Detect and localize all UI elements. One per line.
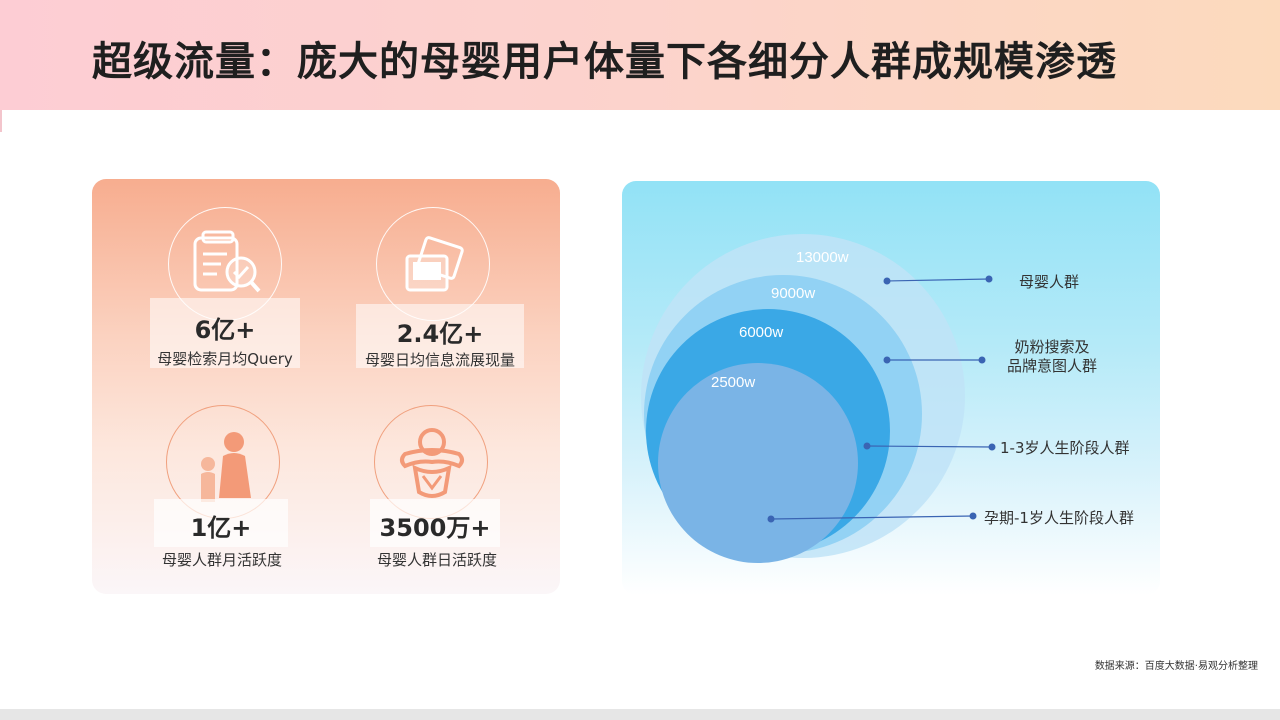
photos-icon bbox=[376, 207, 490, 321]
circle-value: 2500w bbox=[711, 374, 755, 391]
source-note: 数据来源：百度大数据·易观分析整理 bbox=[1094, 661, 1258, 672]
metric-value: 6亿+ bbox=[194, 316, 256, 344]
metric-value: 3500万+ bbox=[379, 514, 491, 542]
circle-2500w bbox=[658, 363, 858, 563]
metric-value: 1亿+ bbox=[190, 514, 252, 542]
circle-value: 13000w bbox=[796, 249, 849, 266]
circle-label: 奶粉搜索及 bbox=[1014, 338, 1089, 356]
metric-value: 2.4亿+ bbox=[396, 320, 484, 348]
circle-label: 母婴人群 bbox=[1019, 273, 1079, 291]
metric-label: 母婴人群日活跃度 bbox=[376, 551, 497, 569]
circle-label: 1-3岁人生阶段人群 bbox=[1000, 439, 1130, 457]
value-backdrop bbox=[150, 298, 300, 368]
audience-panel: 13000w 9000w 6000w 2500w 母婴人群 奶粉搜索及 品牌意图… bbox=[622, 181, 1160, 595]
value-backdrop bbox=[356, 304, 524, 368]
bottom-strip bbox=[0, 709, 1280, 720]
circle-label: 品牌意图人群 bbox=[1007, 357, 1097, 375]
circle-value: 6000w bbox=[739, 324, 783, 341]
mother-child-icon bbox=[166, 405, 280, 519]
value-backdrop bbox=[370, 499, 500, 547]
metrics-panel: 6亿+ 母婴检索月均Query 2.4亿+ 母婴日均信息流展现量 1亿+ 母婴 bbox=[92, 179, 560, 594]
metric-label: 母婴人群月活跃度 bbox=[161, 551, 282, 569]
metric-label: 母婴日均信息流展现量 bbox=[364, 351, 515, 369]
value-backdrop bbox=[154, 499, 288, 547]
connector-lines bbox=[767, 275, 996, 523]
metric-label: 母婴检索月均Query bbox=[157, 350, 293, 368]
circle-value: 9000w bbox=[771, 285, 815, 302]
title-bar: 超级流量：庞大的母婴用户体量下各细分人群成规模渗透 bbox=[0, 0, 1280, 132]
page-title: 超级流量：庞大的母婴用户体量下各细分人群成规模渗透 bbox=[92, 39, 1117, 85]
circle-label: 孕期-1岁人生阶段人群 bbox=[984, 509, 1134, 527]
